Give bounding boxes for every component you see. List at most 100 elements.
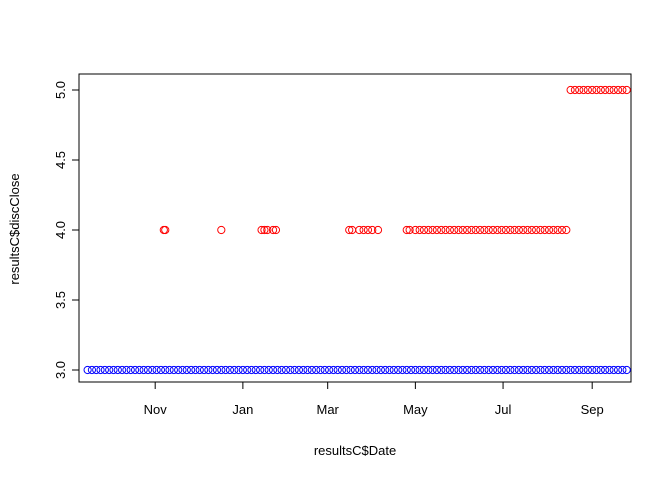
data-point <box>566 85 575 95</box>
x-axis-label: resultsC$Date <box>314 443 396 458</box>
y-tick-label: 4.0 <box>53 221 68 239</box>
data-point <box>143 365 153 375</box>
data-point <box>411 225 420 235</box>
data-point <box>268 225 278 235</box>
data-point <box>454 225 463 235</box>
data-point <box>493 365 502 375</box>
data-point <box>484 365 493 375</box>
data-point <box>363 225 373 235</box>
data-point <box>92 365 101 375</box>
data-point <box>424 225 433 235</box>
data-point <box>273 365 282 375</box>
data-point <box>256 365 265 375</box>
data-point <box>454 365 463 375</box>
data-point <box>263 225 272 235</box>
y-tick-label: 3.5 <box>53 291 68 309</box>
data-point <box>187 365 196 375</box>
data-point <box>510 225 519 235</box>
data-point <box>527 365 536 375</box>
data-point <box>381 365 390 375</box>
data-point <box>557 365 567 375</box>
data-point <box>562 225 571 235</box>
data-point <box>514 225 523 235</box>
data-point <box>501 365 511 375</box>
data-point <box>355 365 364 375</box>
data-point <box>497 365 506 375</box>
data-point <box>618 365 627 375</box>
data-point <box>467 225 476 235</box>
data-point <box>411 365 420 375</box>
data-point <box>605 365 614 375</box>
data-point <box>609 85 618 95</box>
data-point <box>342 365 351 375</box>
data-point <box>312 365 321 375</box>
data-point <box>450 365 459 375</box>
data-point <box>579 365 588 375</box>
data-point <box>195 365 204 375</box>
y-tick-label: 4.5 <box>53 151 68 169</box>
data-point <box>264 365 273 375</box>
data-point <box>165 365 174 375</box>
data-point <box>359 365 368 375</box>
data-point <box>437 365 446 375</box>
data-point <box>613 365 623 375</box>
data-point <box>271 225 281 235</box>
data-point <box>519 225 528 235</box>
data-point <box>199 365 209 375</box>
data-point <box>575 365 584 375</box>
data-point <box>212 365 222 375</box>
data-point <box>268 365 278 375</box>
data-point <box>566 365 575 375</box>
data-point <box>130 365 140 375</box>
data-point <box>562 365 571 375</box>
data-point <box>234 365 243 375</box>
data-point <box>588 85 597 95</box>
data-point <box>553 365 562 375</box>
data-point <box>471 225 480 235</box>
data-point <box>406 365 416 375</box>
y-axis: 3.0 3.5 4.0 4.5 5.0 <box>53 81 80 379</box>
data-point <box>592 85 601 95</box>
data-point <box>161 365 170 375</box>
data-point <box>96 365 105 375</box>
data-point <box>432 365 442 375</box>
data-point <box>373 225 383 235</box>
data-point <box>113 365 122 375</box>
data-point <box>294 365 304 375</box>
data-point <box>398 365 407 375</box>
data-point <box>363 365 373 375</box>
data-point <box>204 365 213 375</box>
data-point <box>368 365 377 375</box>
x-tick-label: Mar <box>316 402 339 417</box>
data-point <box>480 225 489 235</box>
data-point <box>260 225 269 235</box>
data-point <box>355 225 364 235</box>
data-point <box>506 225 515 235</box>
data-point <box>148 365 157 375</box>
data-point <box>441 225 450 235</box>
data-point <box>514 365 523 375</box>
data-point <box>221 365 230 375</box>
data-point <box>135 365 144 375</box>
data-point <box>488 225 498 235</box>
data-point <box>622 365 631 375</box>
data-point <box>394 365 403 375</box>
data-point <box>549 365 558 375</box>
data-point <box>83 365 92 375</box>
data-point <box>156 365 166 375</box>
x-tick-label: Jan <box>232 402 253 417</box>
data-point <box>208 365 217 375</box>
data-point <box>613 85 623 95</box>
data-point <box>405 225 414 235</box>
data-point <box>540 225 549 235</box>
data-point <box>432 225 442 235</box>
data-point <box>557 225 567 235</box>
data-point <box>109 365 118 375</box>
y-tick-label: 3.0 <box>53 361 68 379</box>
data-point <box>337 365 347 375</box>
data-point <box>622 85 631 95</box>
data-point <box>346 365 355 375</box>
data-point <box>182 365 191 375</box>
data-point <box>368 225 377 235</box>
data-point <box>333 365 342 375</box>
